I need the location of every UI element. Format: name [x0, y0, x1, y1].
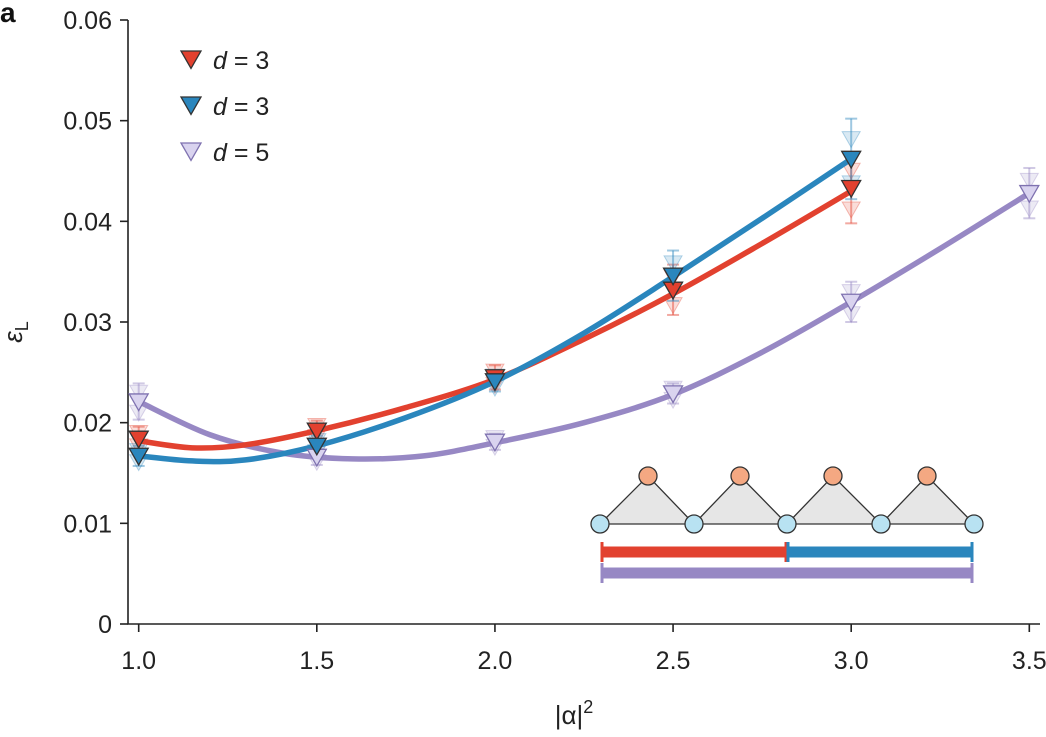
x-axis-label: |α|2 [555, 697, 594, 730]
legend-marker-red [179, 50, 203, 70]
data-point-blue [484, 373, 506, 392]
fit-line-red [135, 188, 854, 451]
x-tick-label: 2.5 [656, 647, 691, 675]
x-tick-label: 3.0 [834, 647, 869, 675]
data-point-purple [128, 393, 150, 412]
y-tick-label: 0.03 [63, 309, 112, 337]
inset-diagram [590, 466, 984, 583]
x-tick-label: 1.5 [299, 647, 334, 675]
y-tick-label: 0.06 [63, 7, 112, 35]
y-tick-label: 0.04 [63, 208, 112, 236]
inset-top-node [917, 466, 937, 486]
y-tick-label: 0.02 [63, 410, 112, 438]
plot-area: 0 0.01 0.02 0.03 0.04 0.05 0.06 1.0 1.5 2.0 2.5 3.0… [0, 7, 1046, 730]
legend-marker-purple [179, 142, 203, 162]
inset-bottom-node [684, 514, 704, 534]
ghost-marker [1019, 172, 1040, 191]
inset-bottom-node [590, 514, 610, 534]
data-point-purple [662, 385, 684, 404]
ghost-marker [841, 201, 862, 219]
inset-top-node [823, 466, 843, 486]
data-point-blue [662, 267, 684, 287]
x-tick-label: 1.0 [121, 647, 156, 675]
ghost-marker [841, 284, 862, 302]
x-tick-label: 3.5 [1012, 647, 1046, 675]
legend-label-purple: d = 5 [213, 139, 269, 167]
inset-bottom-node [964, 514, 984, 534]
legend-label-blue: d = 3 [213, 93, 269, 121]
data-point-red [840, 179, 862, 199]
inset-top-node [730, 466, 750, 486]
data-point-purple [1018, 184, 1040, 204]
inset-triangle [879, 475, 976, 525]
data-point-purple [484, 433, 506, 453]
data-point-blue [128, 447, 150, 467]
inset-top-node [638, 466, 658, 486]
ghost-marker [128, 384, 149, 403]
legend-label-red: d = 3 [213, 47, 269, 75]
inset-triangle [785, 475, 883, 525]
y-tick-label: 0 [98, 611, 112, 639]
inset-bottom-node [777, 514, 797, 534]
x-tick-label: 2.0 [478, 647, 513, 675]
legend-marker-blue [179, 96, 203, 116]
y-tick-label: 0.01 [63, 510, 112, 538]
inset-triangle [598, 475, 696, 525]
inset-bottom-node [871, 514, 891, 534]
y-tick-label: 0.05 [63, 108, 112, 136]
panel-label: a [0, 0, 16, 28]
data-point-red [128, 430, 150, 450]
data-point-red [306, 422, 328, 442]
ghost-marker [841, 131, 862, 149]
inset-triangle [692, 475, 789, 525]
y-axis-label: εL [0, 321, 32, 342]
data-point-blue [840, 150, 862, 170]
fit-line-purple [135, 190, 1033, 462]
fit-line-blue [135, 156, 854, 465]
ghost-marker [663, 255, 683, 273]
data-point-blue [306, 437, 328, 457]
data-point-purple [840, 293, 862, 313]
